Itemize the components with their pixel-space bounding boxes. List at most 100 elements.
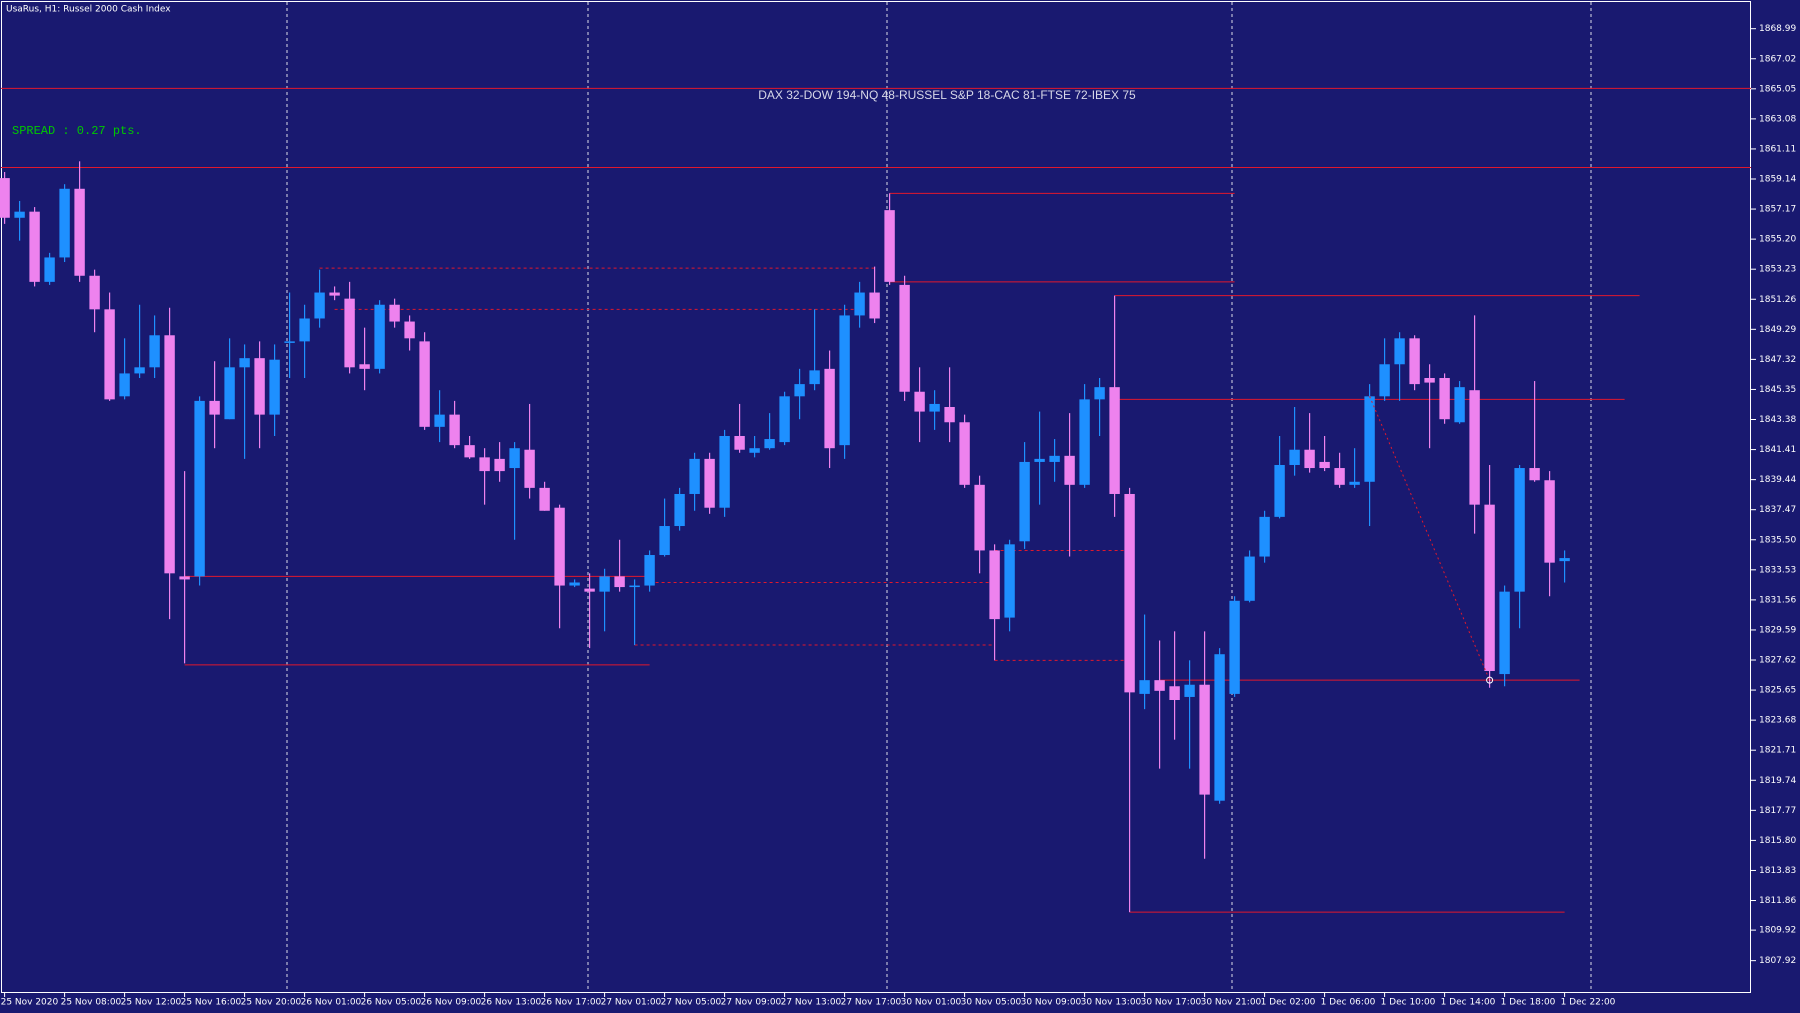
candle-body [719,435,730,508]
y-tick-label: 1837.47 [1759,505,1796,515]
y-tick-label: 1841.41 [1759,445,1796,455]
candle-body [1454,387,1465,423]
chart-title: UsaRus, H1: Russel 2000 Cash Index [6,5,171,15]
candle-body [764,439,775,449]
x-tick-label: 1 Dec 06:00 [1321,998,1376,1008]
candle-body [389,304,400,322]
y-tick-label: 1847.32 [1759,355,1796,365]
candle-body [1079,399,1090,485]
candle-body [419,341,430,427]
candle-body [1034,458,1045,462]
candle-body [674,493,685,527]
candle-body [1064,455,1075,485]
y-tick-label: 1839.44 [1759,475,1796,485]
x-tick-label: 1 Dec 18:00 [1501,998,1556,1008]
candle-body [734,435,745,450]
candle-body [464,445,475,458]
x-tick-label: 25 Nov 20:00 [241,998,302,1008]
candle-body [914,391,925,412]
x-tick-label: 27 Nov 17:00 [841,998,902,1008]
trend-line [1369,396,1491,681]
candle-body [1349,481,1360,485]
candle-body [644,555,655,586]
annotation: DAX 32-DOW 194-NQ 48-RUSSEL S&P 18-CAC 8… [758,88,1136,102]
candle-body [329,292,340,296]
y-tick-label: 1865.05 [1759,84,1796,94]
candle-body [1259,516,1270,557]
candle-body [434,414,445,427]
candle-body [1049,455,1060,462]
candle-body [1289,449,1300,465]
candle-body [14,211,25,218]
candle-body [164,335,175,574]
candle-body [134,367,145,374]
x-tick-label: 30 Nov 01:00 [901,998,962,1008]
candle-body [1304,449,1315,469]
x-tick-label: 26 Nov 05:00 [361,998,422,1008]
x-tick-label: 1 Dec 14:00 [1441,998,1496,1008]
y-tick-label: 1807.92 [1759,956,1796,966]
x-tick-label: 25 Nov 16:00 [181,998,242,1008]
candle-body [344,298,355,368]
candle-body [239,358,250,368]
candle-body [1169,686,1180,700]
y-tick-label: 1843.38 [1759,415,1796,425]
candle-body [1019,461,1030,542]
candle-body [44,257,55,282]
candle-body [1394,338,1405,365]
candle-body [1004,544,1015,618]
x-tick-label: 26 Nov 01:00 [301,998,362,1008]
candle-body [269,359,280,415]
y-tick-label: 1821.71 [1759,746,1796,756]
x-tick-label: 25 Nov 2020 [1,998,59,1008]
candle-body [1184,684,1195,697]
candle-body [689,458,700,494]
candle-body [959,422,970,485]
y-tick-label: 1813.83 [1759,866,1796,876]
x-tick-label: 30 Nov 05:00 [961,998,1022,1008]
y-tick-label: 1831.56 [1759,595,1796,605]
candle-body [899,284,910,392]
candle-body [629,585,640,588]
candle-body [539,487,550,511]
candle-body [1229,600,1240,694]
y-tick-label: 1853.23 [1759,265,1796,275]
candle-body [1499,591,1510,675]
candle-body [404,321,415,339]
candle-body [659,526,670,556]
candle-body [119,373,130,397]
candle-body [749,448,760,453]
candle-body [89,275,100,310]
x-tick-label: 1 Dec 22:00 [1561,998,1616,1008]
candle-body [374,304,385,369]
candle-body [1244,556,1255,601]
y-tick-label: 1861.11 [1759,144,1796,154]
candle-body [1529,468,1540,481]
candle-body [479,457,490,472]
candle-body [74,188,85,276]
candle-body [449,414,460,446]
candle-body [1199,684,1210,795]
candle-body [839,315,850,446]
candle-body [1364,396,1375,482]
x-tick-label: 27 Nov 09:00 [721,998,782,1008]
y-tick-label: 1829.59 [1759,625,1796,635]
y-tick-label: 1863.08 [1759,114,1796,124]
x-tick-label: 27 Nov 05:00 [661,998,722,1008]
candle-body [1109,387,1120,494]
candle-body [854,292,865,316]
plot-frame [1,1,1751,993]
candle-body [884,210,895,282]
y-tick-label: 1845.35 [1759,385,1796,395]
y-tick-label: 1815.80 [1759,836,1796,846]
candle-body [209,400,220,415]
y-tick-label: 1809.92 [1759,926,1796,936]
y-tick-label: 1825.65 [1759,686,1796,696]
candle-body [104,309,115,400]
x-tick-label: 26 Nov 13:00 [481,998,542,1008]
x-tick-label: 30 Nov 21:00 [1201,998,1262,1008]
x-tick-label: 26 Nov 09:00 [421,998,482,1008]
candle-body [1439,378,1450,420]
candle-body [59,188,70,258]
candle-body [1139,680,1150,694]
